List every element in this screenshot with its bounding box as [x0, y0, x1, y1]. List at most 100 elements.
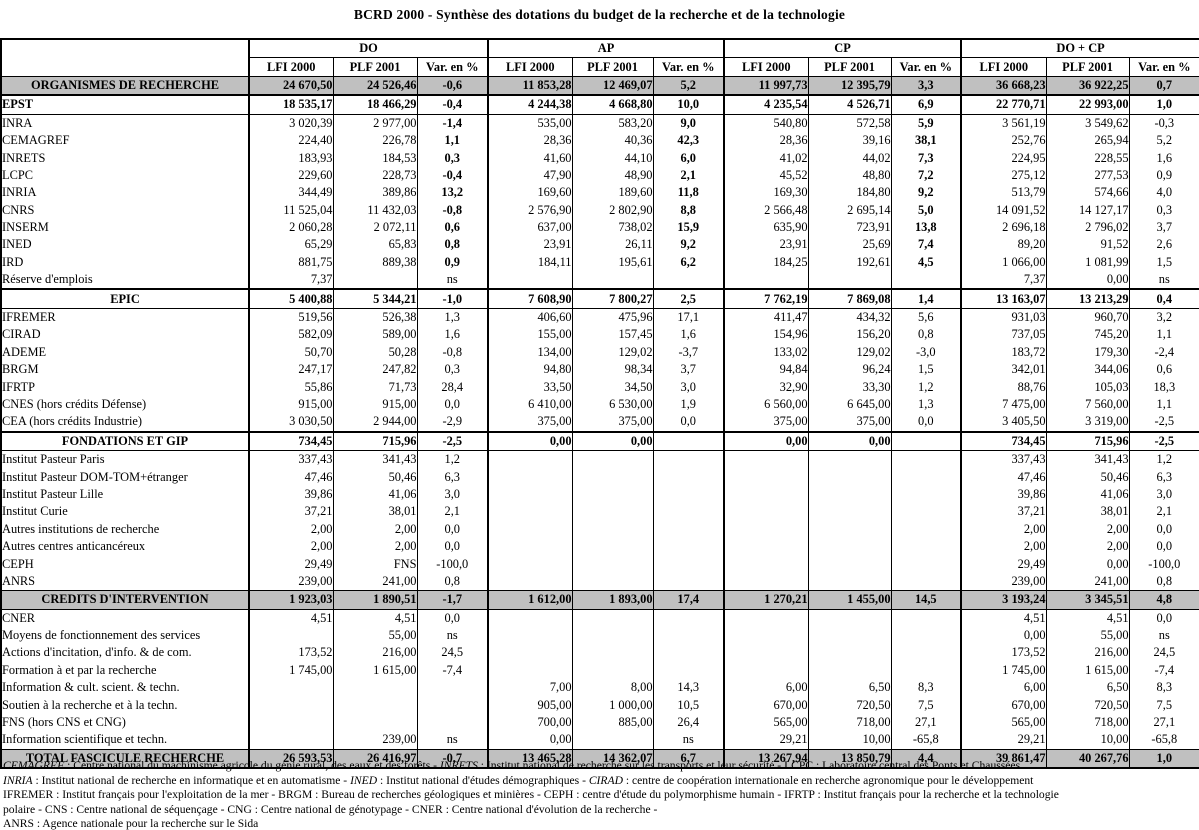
variation-cell: [652, 271, 725, 290]
value-cell: 47,90: [487, 166, 573, 185]
value-cell: 32,90: [723, 378, 809, 396]
value-cell: 6 645,00: [807, 395, 892, 414]
value-cell: 18 466,29: [332, 94, 417, 115]
value-cell: 173,52: [248, 644, 333, 662]
row-label: INRIA: [2, 185, 37, 200]
variation-cell: 1,2: [890, 378, 962, 396]
variation-cell: 6,0: [652, 149, 725, 167]
value-cell: 29,21: [723, 731, 809, 750]
variation-cell: 14,3: [652, 679, 725, 697]
variation-cell: 0,4: [1128, 288, 1199, 309]
variation-cell: 0,3: [416, 361, 489, 379]
value-cell: 2,00: [1045, 537, 1130, 556]
variation-cell: 0,8: [1128, 572, 1199, 591]
row-label: Institut Pasteur Lille: [2, 486, 104, 501]
variation-cell: 0,0: [416, 609, 489, 627]
value-cell: 39 861,47: [960, 748, 1047, 769]
table-row: Soutien à la recherche et à la techn. 905…: [1, 696, 1199, 714]
row-label: CREDITS D'INTERVENTION: [1, 590, 249, 610]
variation-cell: -7,4: [416, 661, 489, 680]
variation-cell: -0,6: [416, 75, 489, 96]
value-cell: 5 344,21: [332, 288, 417, 309]
value-cell: 734,45: [960, 430, 1047, 451]
value-cell: 36 668,23: [960, 75, 1047, 96]
variation-cell: 1,9: [652, 395, 725, 414]
table-row: EPST 18 535,17 18 466,29 -0,4 4 244,38 4 668,…: [1, 94, 1199, 115]
value-cell: [723, 661, 809, 680]
value-cell: 7 560,00: [1045, 395, 1130, 414]
value-cell: 36 922,25: [1045, 75, 1130, 96]
column-header: PLF 2001: [332, 57, 417, 77]
value-cell: 40,36: [571, 131, 654, 150]
value-cell: [487, 609, 573, 627]
variation-cell: -100,0: [1128, 555, 1199, 573]
value-cell: 4 668,80: [571, 94, 654, 115]
value-cell: [487, 626, 573, 645]
value-cell: 5 400,88: [248, 288, 333, 309]
value-cell: [807, 450, 892, 469]
value-cell: [807, 271, 892, 290]
value-cell: 2 695,14: [807, 201, 892, 219]
value-cell: 411,47: [723, 308, 809, 327]
value-cell: [248, 696, 333, 714]
value-cell: 10,00: [1045, 731, 1130, 750]
value-cell: 670,00: [723, 696, 809, 714]
value-cell: 2 566,48: [723, 201, 809, 219]
variation-cell: 5,0: [890, 201, 962, 219]
variation-cell: -100,0: [416, 555, 489, 573]
row-label: CIRAD: [2, 327, 41, 342]
value-cell: [487, 271, 573, 290]
value-cell: 34,50: [571, 378, 654, 396]
variation-cell: 1,1: [1128, 395, 1199, 414]
value-cell: 6 560,00: [723, 395, 809, 414]
value-cell: 342,01: [960, 361, 1047, 379]
value-cell: 94,84: [723, 361, 809, 379]
footnote-segment: INRIA: [3, 773, 33, 787]
row-label: INRETS: [2, 150, 46, 165]
variation-cell: [652, 503, 725, 521]
variation-cell: 4,4: [890, 748, 962, 769]
variation-cell: 42,3: [652, 131, 725, 150]
value-cell: 535,00: [487, 114, 573, 132]
value-cell: 341,43: [1045, 450, 1130, 469]
value-cell: [807, 626, 892, 645]
value-cell: 1 000,00: [571, 696, 654, 714]
value-cell: [571, 572, 654, 591]
value-cell: [332, 271, 417, 290]
value-cell: 33,30: [807, 378, 892, 396]
variation-cell: [890, 572, 962, 591]
variation-cell: 0,0: [1128, 609, 1199, 627]
value-cell: 434,32: [807, 308, 892, 327]
value-cell: 48,90: [571, 166, 654, 185]
value-cell: 344,49: [248, 184, 333, 202]
value-cell: 6,00: [960, 679, 1047, 697]
value-cell: 179,30: [1045, 343, 1130, 362]
variation-cell: 17,4: [652, 590, 725, 610]
variation-cell: -0,4: [416, 166, 489, 185]
table-row: Information & cult. scient. & techn. 7,00…: [1, 679, 1199, 697]
table-row: Actions d'incitation, d'info. & de com. 1…: [1, 644, 1199, 662]
variation-cell: 10,0: [652, 94, 725, 115]
footnote-line: IFREMER : Institut français pour l'explo…: [3, 788, 1196, 803]
value-cell: 183,93: [248, 149, 333, 167]
row-label: LCPC: [2, 167, 33, 182]
variation-cell: 3,7: [1128, 218, 1199, 237]
value-cell: 41,06: [332, 485, 417, 504]
variation-cell: 9,2: [652, 236, 725, 254]
row-label: TOTAL FASCICULE RECHERCHE: [1, 748, 249, 769]
footnote-segment: CEMAGREF: [3, 759, 65, 772]
variation-cell: [890, 430, 962, 451]
table-row: Institut Pasteur Lille 39,86 41,06 3,0 39,86…: [1, 485, 1199, 504]
value-cell: 745,20: [1045, 326, 1130, 344]
table-row: ADEME 50,70 50,28 -0,8 134,00 129,02 -3,7 133,0…: [1, 343, 1199, 362]
variation-cell: ns: [416, 731, 489, 750]
row-label: Formation à et par la recherche: [2, 662, 157, 677]
value-cell: [571, 485, 654, 504]
value-cell: 10,00: [807, 731, 892, 750]
value-cell: [571, 555, 654, 573]
variation-cell: 5,6: [890, 308, 962, 327]
variation-cell: [890, 555, 962, 573]
column-header: PLF 2001: [1045, 57, 1130, 77]
row-label: Autres institutions de recherche: [2, 521, 160, 536]
